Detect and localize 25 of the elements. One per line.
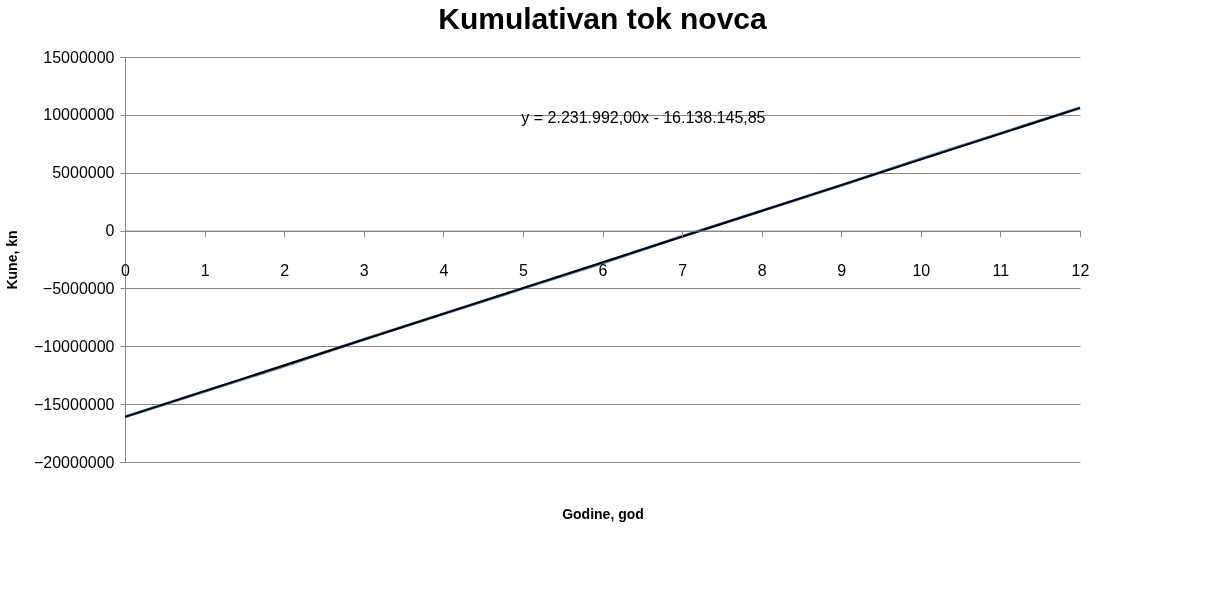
y-tick-label: −15000000 [33, 395, 115, 413]
x-tick-label: 0 [121, 262, 131, 280]
y-tick-label: −20000000 [33, 453, 115, 471]
y-axis-title: Kune, kn [3, 230, 20, 290]
x-axis-title: Godine, god [562, 505, 644, 522]
x-tick-label: 1 [200, 262, 210, 280]
x-tick-label: 5 [518, 262, 528, 280]
x-tick-label: 2 [280, 262, 290, 280]
y-tick-label: −5000000 [42, 279, 115, 297]
x-tick-label: 6 [598, 262, 608, 280]
y-tick-label: −10000000 [33, 337, 115, 355]
y-tick-label: 5000000 [52, 164, 115, 182]
x-tick-label: 9 [837, 262, 847, 280]
chart-title: Kumulativan tok novca [438, 2, 768, 35]
x-tick-label: 11 [992, 262, 1010, 280]
x-tick-label: 7 [678, 262, 688, 280]
y-tick-label: 0 [105, 222, 115, 240]
x-tick-label: 3 [359, 262, 369, 280]
y-tick-label: 10000000 [43, 106, 115, 124]
x-tick-label: 10 [912, 262, 931, 280]
x-tick-label: 12 [1071, 262, 1090, 280]
annotation: y = 2.231.992,00x - 16.138.145,85 [521, 108, 766, 126]
y-tick-label: 15000000 [43, 48, 115, 66]
x-tick-label: 4 [439, 262, 449, 280]
x-tick-label: 8 [757, 262, 767, 280]
